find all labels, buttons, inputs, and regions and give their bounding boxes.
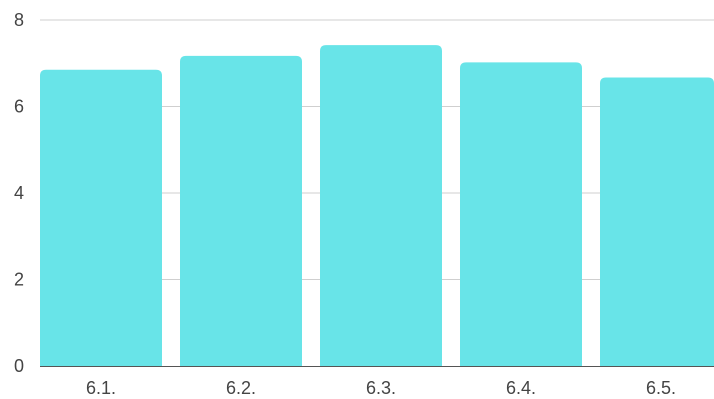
y-tick-label: 6 [14, 97, 24, 117]
x-tick-label: 6.3. [366, 378, 396, 398]
y-tick-label: 2 [14, 270, 24, 290]
bar-4 [460, 62, 582, 366]
x-tick-label: 6.5. [646, 378, 676, 398]
bar-1 [40, 69, 162, 367]
bar-5 [600, 77, 714, 367]
y-tick-label: 8 [14, 10, 24, 30]
y-axis-tick-labels: 0 2 4 6 8 [14, 10, 24, 376]
x-tick-label: 6.1. [86, 378, 116, 398]
y-tick-label: 0 [14, 356, 24, 376]
x-tick-label: 6.2. [226, 378, 256, 398]
bar-2 [180, 55, 302, 367]
x-tick-label: 6.4. [506, 378, 536, 398]
bar-3 [320, 45, 442, 367]
x-axis-tick-labels: 6.1. 6.2. 6.3. 6.4. 6.5. [86, 378, 676, 398]
y-tick-label: 4 [14, 183, 24, 203]
bars [40, 45, 714, 367]
